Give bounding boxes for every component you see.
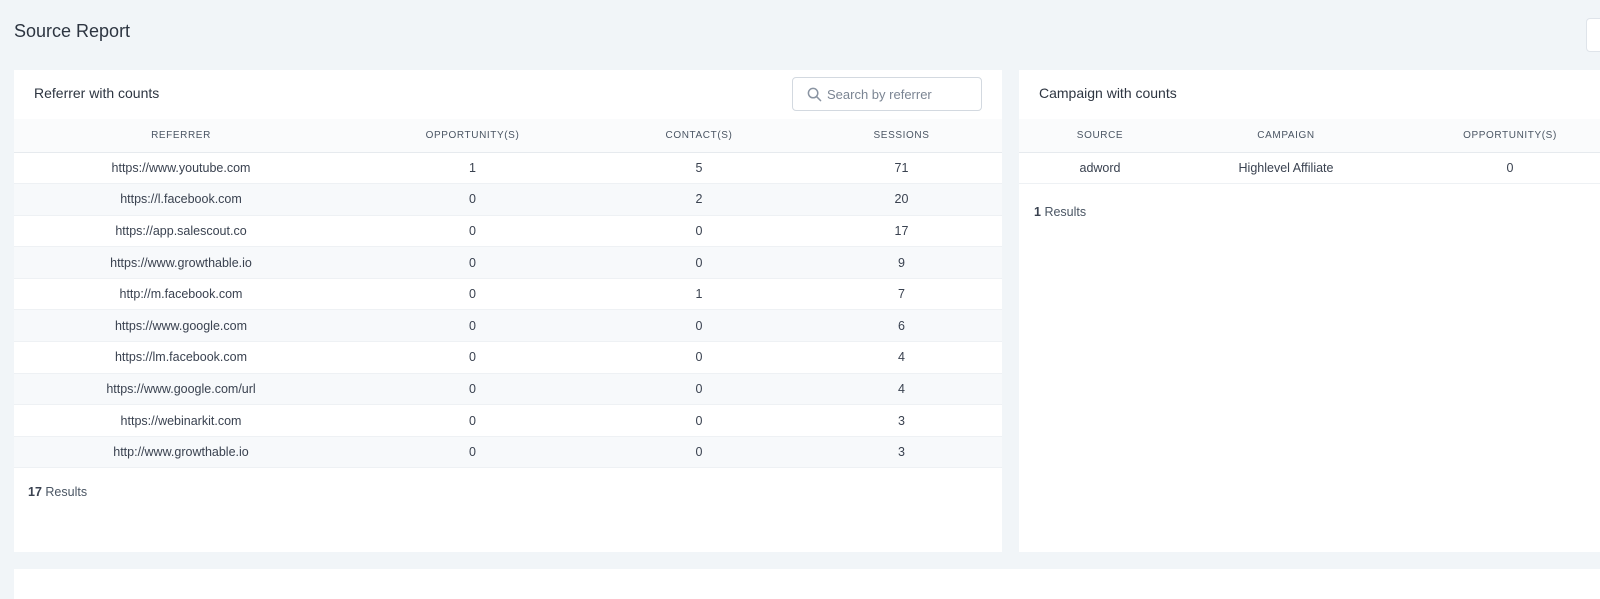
table-row: https://www.growthable.io 0 0 9	[14, 246, 1002, 279]
opportunities-cell: 0	[1391, 152, 1600, 185]
column-header-contacts[interactable]: CONTACT(S)	[597, 119, 801, 153]
search-icon	[807, 87, 822, 102]
contacts-cell: 0	[597, 404, 801, 437]
sessions-cell: 3	[801, 436, 1002, 469]
sessions-cell: 6	[801, 309, 1002, 343]
sessions-cell: 20	[801, 183, 1002, 216]
campaign-table: SOURCE CAMPAIGN OPPORTUNITY(S) adword Hig…	[1019, 119, 1600, 185]
table-row: http://m.facebook.com 0 1 7	[14, 278, 1002, 311]
campaign-table-header: SOURCE CAMPAIGN OPPORTUNITY(S)	[1019, 119, 1600, 153]
referrer-table-header: REFERRER OPPORTUNITY(S) CONTACT(S) SESSI…	[14, 119, 1002, 153]
sessions-cell: 17	[801, 215, 1002, 248]
contacts-cell: 0	[597, 246, 801, 279]
referrer-search-input[interactable]	[827, 79, 977, 109]
opportunities-cell: 0	[348, 278, 597, 311]
referrer-card: Referrer with counts REFERRER OPPORTUNIT…	[14, 70, 1002, 552]
referrer-card-title: Referrer with counts	[34, 85, 160, 101]
contacts-cell: 0	[597, 373, 801, 406]
campaign-card: Campaign with counts SOURCE CAMPAIGN OPP…	[1019, 70, 1600, 552]
referrer-cell: https://webinarkit.com	[14, 404, 348, 437]
table-row: http://www.growthable.io 0 0 3	[14, 436, 1002, 469]
table-row: https://www.google.com/url 0 0 4	[14, 373, 1002, 406]
source-cell: adword	[1019, 152, 1181, 185]
sessions-cell: 4	[801, 341, 1002, 374]
opportunities-cell: 0	[348, 309, 597, 343]
bottom-card	[14, 569, 1600, 599]
contacts-cell: 0	[597, 215, 801, 248]
sessions-cell: 3	[801, 404, 1002, 437]
contacts-cell: 0	[597, 309, 801, 343]
referrer-search-box[interactable]	[792, 77, 982, 111]
contacts-cell: 5	[597, 152, 801, 185]
opportunities-cell: 0	[348, 215, 597, 248]
sessions-cell: 71	[801, 152, 1002, 185]
column-header-referrer[interactable]: REFERRER	[14, 119, 348, 153]
referrer-cell: https://www.google.com	[14, 309, 348, 343]
referrer-table: REFERRER OPPORTUNITY(S) CONTACT(S) SESSI…	[14, 119, 1002, 469]
table-row: https://app.salescout.co 0 0 17	[14, 215, 1002, 248]
table-row: https://lm.facebook.com 0 0 4	[14, 341, 1002, 374]
table-row: adword Highlevel Affiliate 0	[1019, 152, 1600, 185]
header-action-button[interactable]	[1586, 18, 1600, 52]
contacts-cell: 0	[597, 436, 801, 469]
referrer-cell: https://app.salescout.co	[14, 215, 348, 248]
contacts-cell: 2	[597, 183, 801, 216]
referrer-results-count: 17 Results	[28, 485, 87, 499]
column-header-sessions[interactable]: SESSIONS	[801, 119, 1002, 153]
sessions-cell: 7	[801, 278, 1002, 311]
table-row: https://l.facebook.com 0 2 20	[14, 183, 1002, 216]
page-title: Source Report	[14, 21, 131, 41]
column-header-opportunities[interactable]: OPPORTUNITY(S)	[1391, 119, 1600, 153]
opportunities-cell: 0	[348, 341, 597, 374]
campaign-results-number: 1	[1034, 205, 1041, 219]
referrer-cell: https://l.facebook.com	[14, 183, 348, 216]
contacts-cell: 0	[597, 341, 801, 374]
referrer-results-label: Results	[45, 485, 88, 499]
campaign-cell: Highlevel Affiliate	[1181, 152, 1391, 185]
opportunities-cell: 0	[348, 404, 597, 437]
campaign-results-label: Results	[1044, 205, 1087, 219]
opportunities-cell: 0	[348, 246, 597, 279]
opportunities-cell: 0	[348, 436, 597, 469]
opportunities-cell: 0	[348, 373, 597, 406]
opportunities-cell: 0	[348, 183, 597, 216]
sessions-cell: 4	[801, 373, 1002, 406]
referrer-cell: https://lm.facebook.com	[14, 341, 348, 374]
table-row: https://webinarkit.com 0 0 3	[14, 404, 1002, 437]
opportunities-cell: 1	[348, 152, 597, 185]
referrer-results-number: 17	[28, 485, 42, 499]
referrer-cell: http://m.facebook.com	[14, 278, 348, 311]
referrer-cell: https://www.google.com/url	[14, 373, 348, 406]
campaign-results-count: 1 Results	[1034, 205, 1086, 219]
referrer-cell: http://www.growthable.io	[14, 436, 348, 469]
referrer-cell: https://www.growthable.io	[14, 246, 348, 279]
column-header-campaign[interactable]: CAMPAIGN	[1181, 119, 1391, 153]
table-row: https://www.youtube.com 1 5 71	[14, 152, 1002, 185]
sessions-cell: 9	[801, 246, 1002, 279]
column-header-opportunities[interactable]: OPPORTUNITY(S)	[348, 119, 597, 153]
campaign-card-title: Campaign with counts	[1039, 85, 1177, 101]
referrer-cell: https://www.youtube.com	[14, 152, 348, 185]
contacts-cell: 1	[597, 278, 801, 311]
table-row: https://www.google.com 0 0 6	[14, 309, 1002, 343]
column-header-source[interactable]: SOURCE	[1019, 119, 1181, 153]
